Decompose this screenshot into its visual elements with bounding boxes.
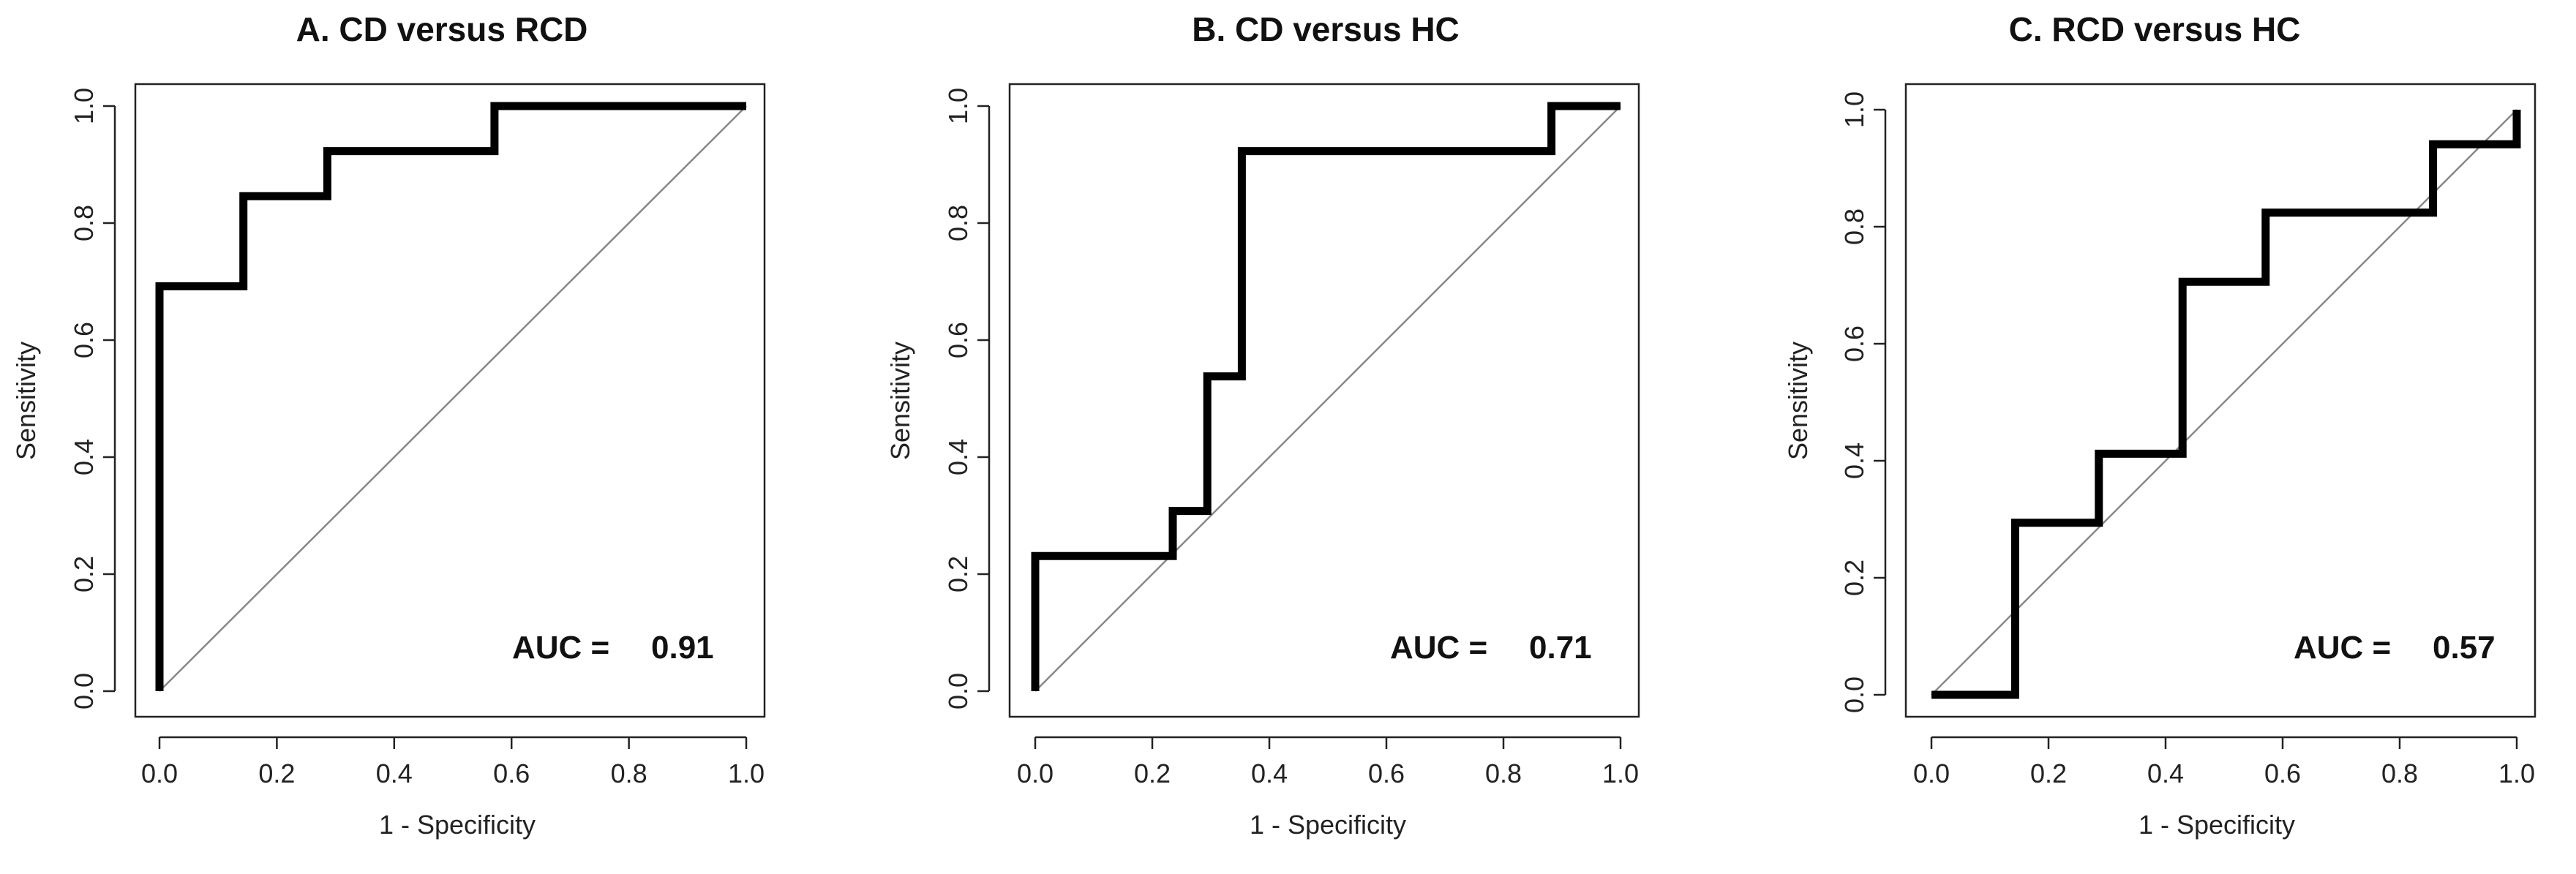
y-tick-label: 0.2 [943, 556, 973, 592]
y-tick-label: 0.4 [1839, 442, 1869, 479]
chart-title: B. CD versus HC [1192, 10, 1460, 48]
x-tick-label: 1.0 [728, 758, 765, 788]
y-tick-label: 0.8 [1839, 208, 1869, 245]
y-tick-label: 1.0 [943, 88, 973, 124]
y-axis-label: Sensitivity [885, 342, 915, 460]
auc-value: 0.57 [2433, 630, 2496, 666]
x-tick-label: 0.8 [611, 758, 647, 788]
y-tick-label: 1.0 [1839, 91, 1869, 128]
y-tick-label: 0.0 [69, 673, 99, 709]
panel-c-rcd-vs-hc: C. RCD versus HC 0.0 0.2 0.4 0.6 0.8 1.0 0.00… [1783, 10, 2536, 840]
x-tick-label: 0.0 [1017, 758, 1054, 788]
y-tick-label: 0.2 [1839, 560, 1869, 596]
y-tick-label: 0.6 [1839, 325, 1869, 362]
x-axis-label: 1 - Specificity [2138, 810, 2295, 840]
x-tick-label: 0.2 [1134, 758, 1171, 788]
plot-area [1031, 102, 1621, 692]
x-axis: 0.0 0.2 0.4 0.6 0.8 1.0 [141, 736, 765, 788]
y-tick-label: 0.8 [69, 205, 99, 241]
panel-a-cd-vs-rcd: A. CD versus RCD 0.0 0.2 0.4 0.6 0.8 1.0 0.00… [11, 10, 766, 840]
plot-frame [1008, 83, 1640, 718]
y-tick-label: 0.4 [69, 439, 99, 475]
x-tick-label: 0.4 [376, 758, 413, 788]
x-axis: 0.0 0.2 0.4 0.6 0.8 1.0 [1017, 736, 1639, 788]
x-tick-label: 1.0 [1602, 758, 1639, 788]
auc-label: AUC = [2294, 630, 2391, 666]
x-tick-label: 0.2 [2030, 758, 2067, 788]
roc-curve [155, 102, 746, 691]
reference-diagonal [1034, 105, 1621, 692]
x-tick-label: 0.4 [2147, 758, 2184, 788]
y-tick-label: 0.6 [943, 322, 973, 358]
y-axis: 0.0 0.2 0.4 0.6 0.8 1.0 [69, 88, 116, 709]
y-axis: 0.0 0.2 0.4 0.6 0.8 1.0 [943, 88, 991, 709]
plot-frame [134, 83, 766, 718]
roc-curve [1031, 102, 1621, 691]
auc-value: 0.71 [1529, 630, 1592, 666]
x-axis-label: 1 - Specificity [1250, 810, 1406, 840]
y-axis-label: Sensitivity [1783, 342, 1813, 460]
y-axis-label: Sensitivity [11, 342, 41, 460]
y-tick-label: 1.0 [69, 88, 99, 124]
x-axis-label: 1 - Specificity [379, 810, 536, 840]
chart-title: A. CD versus RCD [296, 10, 588, 48]
x-tick-label: 0.8 [2381, 758, 2418, 788]
roc-curve [1931, 110, 2521, 699]
auc-label: AUC = [1390, 630, 1487, 666]
x-tick-label: 0.2 [258, 758, 295, 788]
x-tick-label: 0.8 [1485, 758, 1522, 788]
y-axis: 0.0 0.2 0.4 0.6 0.8 1.0 [1839, 91, 1887, 713]
x-tick-label: 0.6 [493, 758, 530, 788]
y-tick-label: 0.0 [943, 673, 973, 709]
x-axis: 0.0 0.2 0.4 0.6 0.8 1.0 [1913, 736, 2535, 788]
y-tick-label: 0.2 [69, 556, 99, 592]
y-tick-label: 0.0 [1839, 677, 1869, 713]
y-tick-label: 0.6 [69, 322, 99, 358]
x-tick-label: 0.0 [1913, 758, 1950, 788]
x-tick-label: 0.6 [1368, 758, 1405, 788]
plot-area [155, 102, 747, 692]
y-tick-label: 0.4 [943, 439, 973, 475]
plot-area [1931, 109, 2521, 699]
x-tick-label: 1.0 [2498, 758, 2535, 788]
auc-value: 0.91 [651, 630, 714, 666]
reference-diagonal [159, 105, 747, 692]
plot-frame [1904, 83, 2536, 718]
auc-label: AUC = [512, 630, 609, 666]
panel-b-cd-vs-hc: B. CD versus HC 0.0 0.2 0.4 0.6 0.8 1.0 0.00.… [885, 10, 1640, 840]
x-tick-label: 0.4 [1251, 758, 1288, 788]
reference-diagonal [1931, 109, 2517, 696]
chart-title: C. RCD versus HC [2009, 10, 2301, 48]
x-tick-label: 0.6 [2264, 758, 2301, 788]
y-tick-label: 0.8 [943, 205, 973, 241]
x-tick-label: 0.0 [141, 758, 178, 788]
